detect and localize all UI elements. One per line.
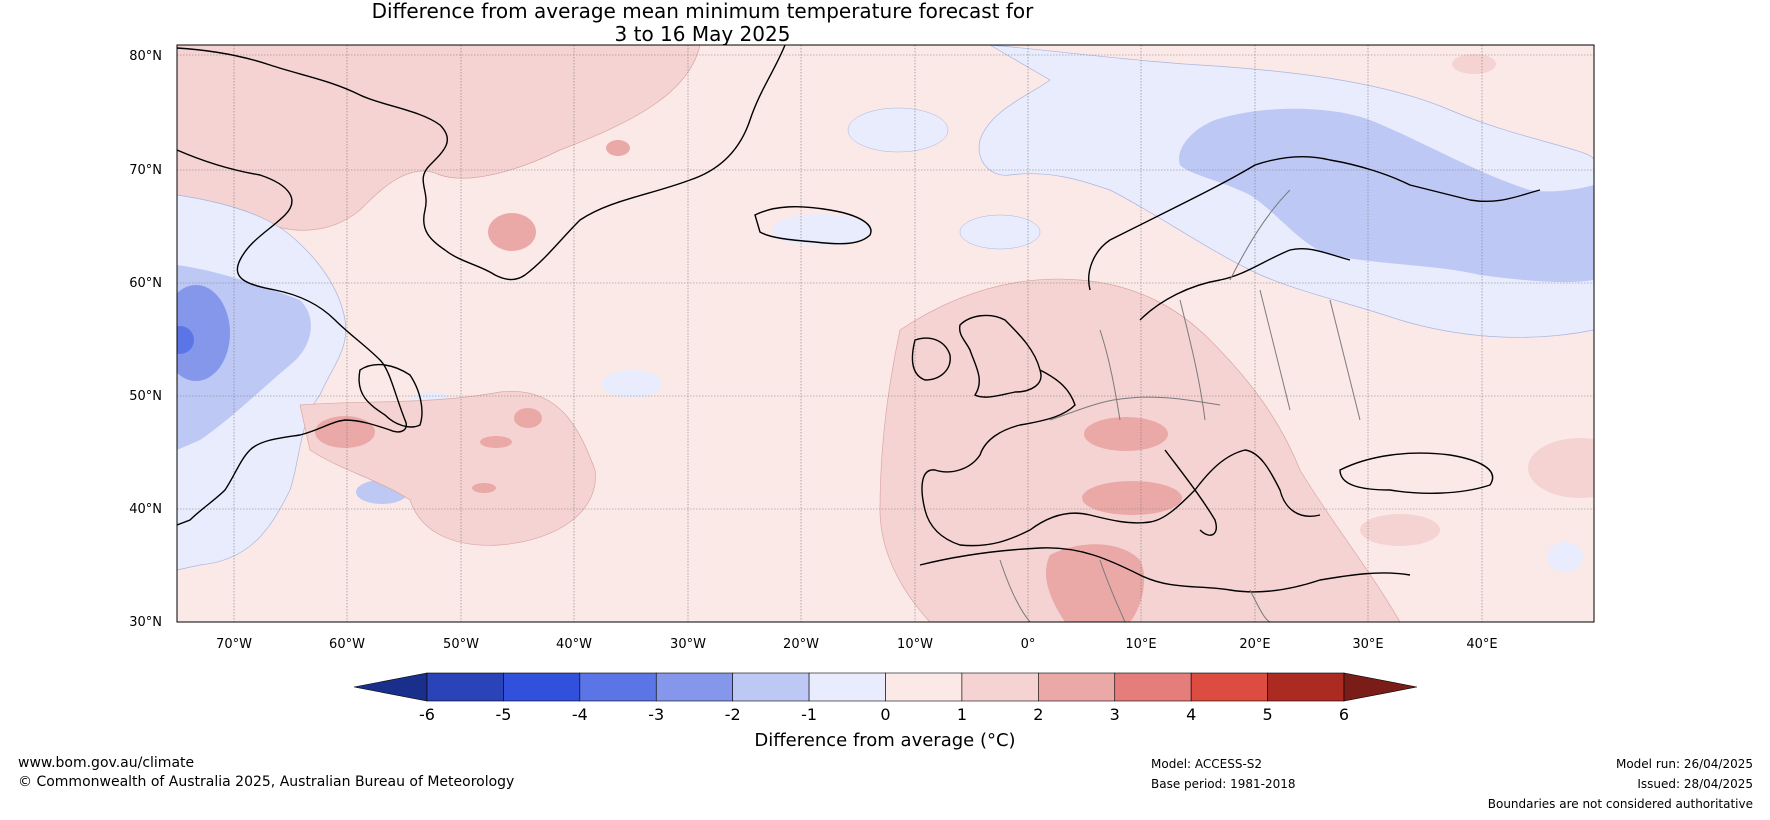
lon-label-30w: 30°W xyxy=(670,637,706,652)
baltic-coast xyxy=(1139,248,1351,321)
longitude-labels: 70°W 60°W 50°W 40°W 30°W 20°W 10°W 0° 10… xyxy=(216,637,1498,652)
europe-coast xyxy=(921,369,1321,547)
warm-anomaly-europe xyxy=(879,278,1401,622)
colorbar-tick-label: 1 xyxy=(957,705,967,724)
colorbar-tick-label: 3 xyxy=(1110,705,1120,724)
anomaly-field xyxy=(177,45,1594,622)
colorbar-swatch xyxy=(885,672,963,702)
colorbar-extend-low xyxy=(353,672,428,702)
warm-anomaly-greenland-core xyxy=(488,213,536,251)
lon-label-10w: 10°W xyxy=(897,637,933,652)
country-borders xyxy=(999,189,1361,622)
colorbar-tick-label: 0 xyxy=(880,705,890,724)
footer-base-period: Base period: 1981-2018 xyxy=(1151,777,1296,791)
footer-disclaimer: Boundaries are not considered authoritat… xyxy=(1487,797,1753,811)
africa-coast xyxy=(919,547,1411,593)
colorbar-tick-label: 4 xyxy=(1186,705,1196,724)
colorbar-swatch xyxy=(579,672,657,702)
scandinavia-coast xyxy=(1088,156,1541,291)
warm-anomaly-greenland-spot xyxy=(606,140,630,156)
graticule xyxy=(177,45,1594,622)
lon-label-10e: 10°E xyxy=(1125,637,1156,652)
colorbar-swatch xyxy=(1190,672,1268,702)
warm-anomaly-alps xyxy=(1084,417,1168,451)
colorbar-tick-label: -5 xyxy=(495,705,511,724)
title-line-2: 3 to 16 May 2025 xyxy=(614,22,791,46)
colorbar-swatch xyxy=(426,672,504,702)
lon-label-20e: 20°E xyxy=(1239,637,1270,652)
footer-model-run: Model run: 26/04/2025 xyxy=(1615,757,1753,771)
lat-label-60n: 60°N xyxy=(129,276,162,291)
colorbar-tick-label: 6 xyxy=(1339,705,1349,724)
lon-label-60w: 60°W xyxy=(329,637,365,652)
colorbar-tick-label: -1 xyxy=(801,705,817,724)
map-title: Difference from average mean minimum tem… xyxy=(0,0,1405,46)
colorbar-tick-label: 2 xyxy=(1033,705,1043,724)
latitude-labels: 80°N 70°N 60°N 50°N 40°N 30°N xyxy=(129,49,162,630)
lat-label-50n: 50°N xyxy=(129,389,162,404)
colorbar-swatch xyxy=(503,672,581,702)
lat-label-80n: 80°N xyxy=(129,49,162,64)
footer-model: Model: ACCESS-S2 xyxy=(1151,757,1263,771)
ireland-coast xyxy=(911,337,951,381)
colorbar-tick-label: -6 xyxy=(419,705,435,724)
lat-label-30n: 30°N xyxy=(129,615,162,630)
britain-coast xyxy=(958,314,1042,398)
footer-copyright: © Commonwealth of Australia 2025, Austra… xyxy=(18,774,515,790)
colorbar-tick-label: -2 xyxy=(725,705,741,724)
lon-label-20w: 20°W xyxy=(783,637,819,652)
colorbar-tick-label: -4 xyxy=(572,705,588,724)
colorbar-swatch xyxy=(1267,672,1345,702)
black-sea-coast xyxy=(1339,452,1494,494)
colorbar-extend-high xyxy=(1343,672,1418,702)
colorbar-swatch xyxy=(1114,672,1192,702)
lon-label-40e: 40°E xyxy=(1466,637,1497,652)
cold-anomaly-arctic-core xyxy=(1179,108,1594,283)
colorbar-swatch xyxy=(655,672,733,702)
lon-label-50w: 50°W xyxy=(443,637,479,652)
colorbar-tick-label: 5 xyxy=(1262,705,1272,724)
labrador-coast xyxy=(177,149,407,526)
warm-anomaly-sahara xyxy=(1045,544,1145,622)
italy-coast xyxy=(1164,449,1217,536)
footer-issued: Issued: 28/04/2025 xyxy=(1637,777,1753,791)
colorbar-swatch xyxy=(732,672,810,702)
greenland-coast xyxy=(177,45,786,281)
colorbar: -6 -5 -4 -3 -2 -1 0 1 2 3 4 5 6 xyxy=(353,672,1418,724)
colorbar-title: Difference from average (°C) xyxy=(754,730,1016,751)
lon-label-0: 0° xyxy=(1021,637,1036,652)
lon-label-40w: 40°W xyxy=(556,637,592,652)
title-line-1: Difference from average mean minimum tem… xyxy=(371,0,1034,23)
lon-label-30e: 30°E xyxy=(1352,637,1383,652)
warm-anomaly-med xyxy=(1082,481,1182,515)
newfoundland-coast xyxy=(358,363,423,428)
iceland-coast xyxy=(754,206,872,245)
lon-label-70w: 70°W xyxy=(216,637,252,652)
colorbar-swatch xyxy=(961,672,1039,702)
colorbar-swatch xyxy=(1038,672,1116,702)
colorbar-tick-label: -3 xyxy=(648,705,664,724)
coastlines xyxy=(177,45,1541,593)
footer-website: www.bom.gov.au/climate xyxy=(18,755,195,771)
lat-label-40n: 40°N xyxy=(129,502,162,517)
cold-anomaly-labrador-core xyxy=(177,285,230,381)
lat-label-70n: 70°N xyxy=(129,163,162,178)
colorbar-swatch xyxy=(808,672,886,702)
